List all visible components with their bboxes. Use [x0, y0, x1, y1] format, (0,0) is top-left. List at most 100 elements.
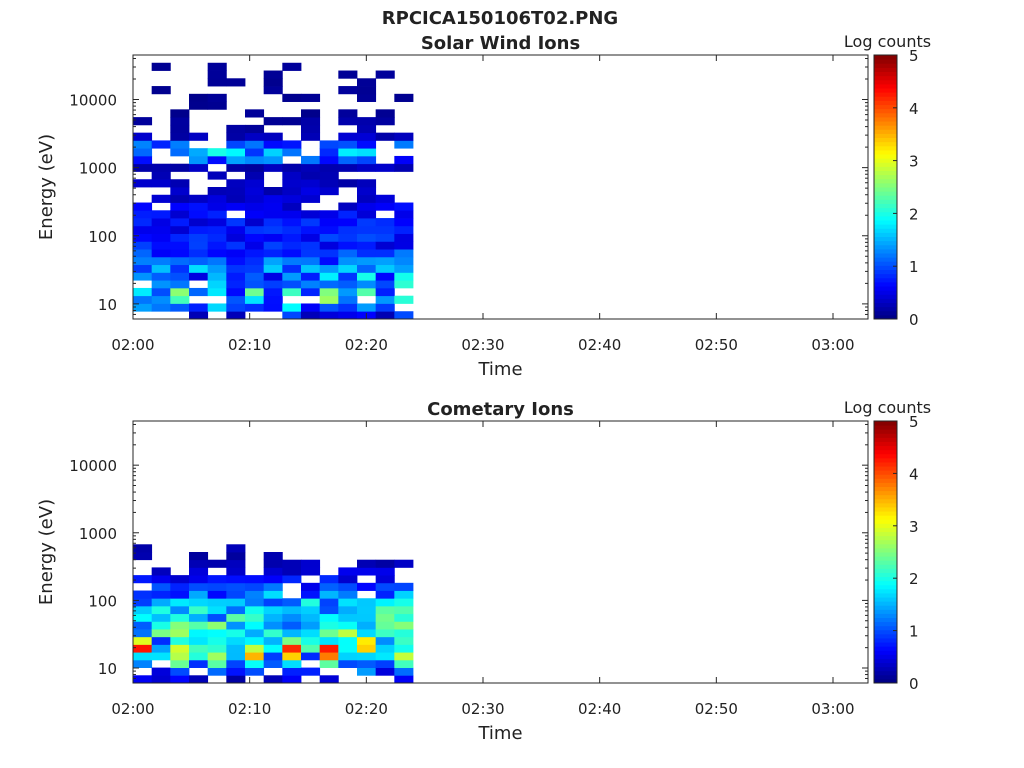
heatmap-cell: [133, 233, 153, 242]
colorbar-frame: [873, 420, 898, 684]
heatmap-cell: [319, 225, 339, 234]
heatmap-cell: [357, 179, 377, 188]
heatmap-cell: [338, 287, 358, 297]
heatmap-cell: [282, 629, 302, 638]
heatmap-cell: [189, 582, 209, 591]
heatmap-cell: [189, 264, 209, 273]
heatmap-cell: [319, 241, 339, 250]
colorbar-segment: [874, 564, 897, 569]
panel-title: Solar Wind Ions: [421, 33, 580, 54]
heatmap-cell: [245, 187, 265, 196]
colorbar-segment: [874, 306, 897, 312]
heatmap-cell: [282, 233, 302, 242]
colorbar-segment: [874, 203, 897, 209]
heatmap-cell: [263, 264, 283, 273]
heatmap-cell: [189, 194, 209, 203]
colorbar-segment: [874, 269, 897, 275]
heatmap-cell: [319, 233, 339, 242]
colorbar-segment: [874, 474, 897, 479]
colorbar-tick-label: 4: [909, 100, 919, 118]
heatmap-cell: [338, 613, 358, 622]
heatmap-cell: [301, 163, 321, 172]
x-axis: 02:00 02:10 02:20 02:30 02:40 02:50 03:00 Time: [111, 421, 855, 744]
heatmap-cell: [394, 218, 414, 227]
colorbar-segment: [874, 449, 897, 455]
colorbar-tick-label: 0: [909, 311, 919, 329]
colorbar-segment: [874, 290, 897, 295]
heatmap-cell: [375, 629, 395, 638]
heatmap-cell: [263, 590, 283, 599]
heatmap-cell: [375, 559, 395, 568]
heatmap-cell: [263, 295, 283, 304]
heatmap-cell: [170, 163, 190, 172]
heatmap-cell: [189, 659, 209, 668]
heatmap-cell: [207, 218, 227, 227]
heatmap-cell: [207, 644, 227, 653]
heatmap-cell: [282, 575, 302, 584]
heatmap-cell: [133, 621, 153, 630]
heatmap-cell: [282, 218, 302, 227]
heatmap-cell: [133, 652, 153, 661]
heatmap-cell: [133, 287, 153, 297]
heatmap-cell: [133, 575, 153, 584]
heatmap-cell: [226, 202, 246, 211]
colorbar-segment: [874, 100, 897, 106]
heatmap-cell: [133, 179, 153, 188]
x-tick-label: 02:20: [345, 336, 388, 354]
heatmap-cell: [394, 225, 414, 234]
heatmap-cell: [170, 613, 190, 622]
heatmap-cell: [245, 241, 265, 250]
heatmap-cell: [189, 272, 209, 281]
heatmap-cell: [207, 636, 227, 645]
heatmap-cell: [301, 233, 321, 242]
colorbar-segment: [874, 535, 897, 541]
heatmap-cell: [338, 629, 358, 638]
heatmap-cell: [226, 194, 246, 203]
heatmap-cell: [133, 140, 153, 149]
x-tick-label: 03:00: [811, 700, 854, 718]
colorbar-frame: [873, 54, 898, 320]
heatmap-cell: [133, 163, 153, 172]
heatmap-cell: [226, 311, 246, 320]
heatmap-cell: [338, 303, 358, 312]
heatmap-cell: [357, 287, 377, 297]
x-tick-label: 02:10: [228, 336, 271, 354]
heatmap-cell: [319, 636, 339, 645]
colorbar-segment: [874, 224, 897, 229]
y-axis: 10 100 1000 10000 Energy (eV): [36, 57, 868, 320]
heatmap-cell: [245, 629, 265, 638]
heatmap-cell: [319, 659, 339, 668]
colorbar-segment: [874, 429, 897, 434]
heatmap-cell: [301, 241, 321, 250]
heatmap-cell: [170, 179, 190, 188]
heatmap-cell: [394, 636, 414, 645]
colorbar-segment: [874, 228, 897, 233]
colorbar-tick-label: 5: [909, 413, 919, 431]
heatmap-cell: [151, 605, 171, 615]
heatmap-cells: [133, 62, 414, 320]
heatmap-cell: [189, 559, 209, 568]
heatmap-cell: [189, 148, 209, 157]
heatmap-cell: [282, 311, 302, 320]
heatmap-cell: [245, 264, 265, 273]
heatmap-cell: [357, 132, 377, 141]
colorbar-segment: [874, 421, 897, 426]
heatmap-cell: [319, 218, 339, 227]
heatmap-cell: [245, 280, 265, 289]
heatmap-cell: [133, 605, 153, 615]
heatmap-cell: [133, 264, 153, 273]
heatmap-cell: [338, 249, 358, 258]
heatmap-cell: [301, 272, 321, 281]
x-tick-label: 03:00: [811, 336, 854, 354]
heatmap-cell: [301, 567, 321, 576]
colorbar-segment: [874, 149, 897, 155]
heatmap-cell: [226, 179, 246, 188]
heatmap-cell: [394, 93, 414, 102]
colorbar-tick-label: 3: [909, 153, 919, 171]
heatmap-cell: [338, 621, 358, 630]
heatmap-cell: [357, 117, 377, 126]
heatmap-cell: [189, 590, 209, 599]
heatmap-cell: [170, 264, 190, 273]
heatmap-cell: [338, 311, 358, 320]
heatmap-cell: [245, 233, 265, 242]
